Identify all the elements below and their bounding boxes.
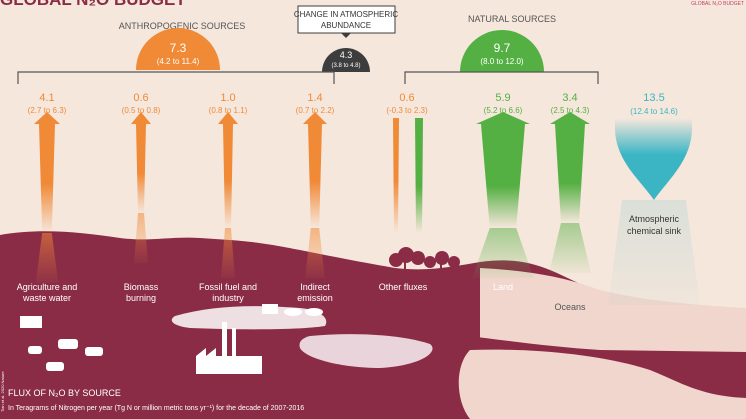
flux-plume [35, 233, 59, 283]
flux-range: (2.7 to 6.3) [28, 106, 67, 115]
flux-label: Indirect [300, 282, 330, 292]
flux-label: Oceans [554, 302, 586, 312]
flux-arrow-shaft [39, 124, 55, 233]
flux-range: (5.2 to 6.6) [484, 106, 523, 115]
flux-arrowhead [303, 112, 327, 124]
change-total-value: 4.3 [340, 50, 353, 60]
infographic-title: GLOBAL N₂O BUDGET [0, 0, 186, 9]
sink-label-line1: Atmospheric [629, 214, 680, 224]
flux-label-line2: industry [212, 293, 244, 303]
flux-value: 5.9 [495, 92, 510, 104]
landscape [0, 231, 746, 419]
anthropogenic-label: ANTHROPOGENIC SOURCES [119, 21, 246, 31]
flux-value: 0.6 [399, 92, 414, 104]
flux-plume [221, 228, 235, 278]
flux-range: (0.5 to 0.8) [122, 106, 161, 115]
footer-subtitle: In Teragrams of Nitrogen per year (Tg N … [8, 405, 304, 412]
flux-plume [549, 223, 591, 273]
anthropogenic-total-value: 7.3 [170, 41, 187, 55]
anthropogenic-total-range: (4.2 to 11.4) [157, 57, 200, 66]
flux-plume [472, 228, 534, 278]
flux-6: 5.9 (5.2 to 6.6) Land [472, 92, 534, 292]
change-label-line2: ABUNDANCE [321, 21, 371, 30]
flux-arrowhead [476, 112, 530, 124]
flux-range: (0.8 to 1.1) [209, 106, 248, 115]
footer-credit: Tian et al. 2020 Nature [0, 371, 5, 412]
natural-total-range: (8.0 to 12.0) [480, 57, 523, 66]
natural-label: NATURAL SOURCES [468, 14, 556, 24]
flux-label: Fossil fuel and [199, 282, 257, 292]
flux-label: Biomass [124, 282, 159, 292]
flux-arrow-green [415, 118, 423, 233]
flux-plume [305, 228, 325, 278]
flux-value: 4.1 [39, 92, 54, 104]
flux-arrow-shaft [308, 124, 322, 228]
atmospheric-sink: 13.5 (12.4 to 14.6) Atmospheric chemical… [608, 92, 700, 305]
flux-arrowhead [34, 112, 60, 124]
flux-5: 0.6 (-0.3 to 2.3) Other fluxes [379, 92, 428, 292]
flux-value: 1.4 [307, 92, 322, 104]
flux-arrowhead [550, 112, 590, 124]
flux-label: Land [493, 282, 513, 292]
flux-arrow-shaft [136, 124, 146, 213]
flux-label-line2: burning [126, 293, 156, 303]
sink-range: (12.4 to 14.6) [630, 107, 678, 116]
group-brackets [17, 71, 599, 84]
flux-arrow-shaft [223, 124, 233, 228]
flux-range: (0.7 to 2.2) [296, 106, 335, 115]
flux-label-line2: emission [297, 293, 333, 303]
factory-icon [196, 322, 262, 374]
flux-value: 3.4 [562, 92, 577, 104]
flux-arrowhead [131, 112, 151, 124]
natural-total-dome: 9.7 (8.0 to 12.0) [460, 30, 544, 72]
flux-label: Other fluxes [379, 282, 428, 292]
change-label-line1: CHANGE IN ATMOSPHERIC [294, 10, 399, 19]
flux-arrow-shaft [481, 124, 525, 228]
sink-label-line2: chemical sink [627, 226, 682, 236]
flux-arrow-orange [393, 118, 399, 233]
change-in-abundance-box: CHANGE IN ATMOSPHERIC ABUNDANCE [294, 5, 399, 38]
change-total-range: (3.8 to 4.8) [331, 63, 360, 69]
flux-arrow-shaft [555, 124, 585, 223]
flux-label: Agriculture and [17, 282, 78, 292]
logo-caption: GLOBAL N₂O BUDGET [691, 1, 744, 7]
flux-range: (2.5 to 4.3) [551, 106, 590, 115]
change-total-dome: 4.3 (3.8 to 4.8) [322, 48, 370, 72]
flux-range: (-0.3 to 2.3) [386, 106, 428, 115]
livestock-icons [20, 316, 103, 371]
flux-plume [134, 213, 148, 263]
sink-value: 13.5 [643, 92, 664, 104]
flux-label-line2: waste water [22, 293, 71, 303]
flux-value: 1.0 [220, 92, 235, 104]
flux-arrowhead [218, 112, 238, 124]
treatment-plant-icon [262, 304, 323, 316]
footer-title: FLUX OF N₂O BY SOURCE [8, 388, 121, 398]
anthropogenic-total-dome: 7.3 (4.2 to 11.4) [136, 28, 220, 70]
natural-total-value: 9.7 [494, 41, 511, 55]
flux-value: 0.6 [133, 92, 148, 104]
flux-7: 3.4 (2.5 to 4.3) Oceans [549, 92, 591, 312]
